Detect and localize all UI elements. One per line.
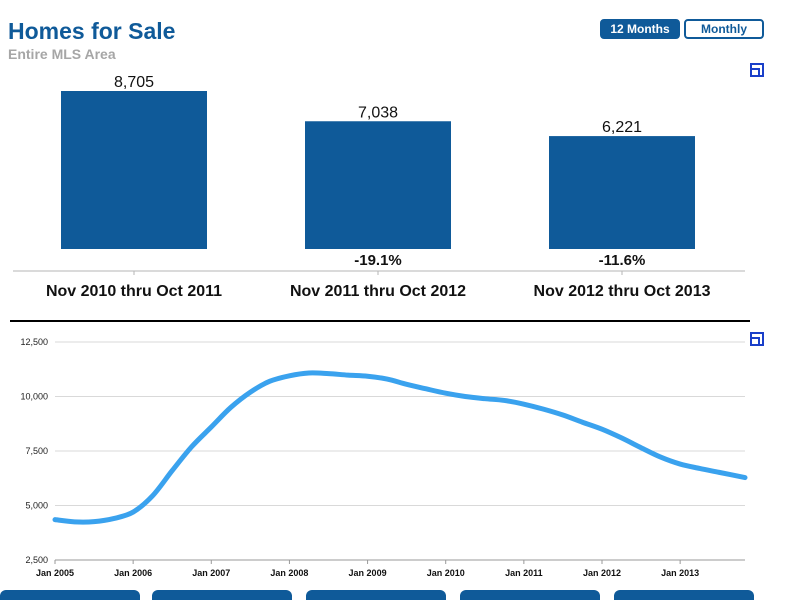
x-tick-label: Jan 2005 [36,568,74,578]
bottom-tab[interactable] [306,590,446,600]
x-tick-label: Jan 2011 [505,568,543,578]
x-tick-label: Jan 2007 [192,568,230,578]
bar-category-label: Nov 2011 thru Oct 2012 [290,283,466,300]
bar-value-label: 6,221 [602,119,642,136]
x-tick-label: Jan 2012 [583,568,621,578]
x-tick-label: Jan 2008 [270,568,308,578]
bar-category-label: Nov 2012 thru Oct 2013 [534,283,711,300]
page-subtitle: Entire MLS Area [8,46,116,62]
bottom-tab[interactable] [614,590,754,600]
bottom-tab[interactable] [0,590,140,600]
series-line [52,370,748,525]
bar-category-label: Nov 2010 thru Oct 2011 [46,283,222,300]
bar [549,136,695,249]
expand-line-chart-icon[interactable] [750,332,764,346]
toggle-monthly-button[interactable]: Monthly [684,19,764,39]
bottom-tab[interactable] [460,590,600,600]
bar-chart: 8,705 Nov 2010 thru Oct 2011 7,038 -19.1% No… [13,74,745,300]
bottom-tabs [0,590,787,600]
bar [305,121,451,249]
toggle-12-months-button[interactable]: 12 Months [600,19,680,39]
y-tick-label: 5,000 [25,501,48,511]
bottom-tab[interactable] [152,590,292,600]
chart-divider [10,320,750,322]
y-tick-label: 12,500 [20,337,48,347]
page-title: Homes for Sale [8,18,176,44]
bar-change-label: -19.1% [354,252,402,269]
bar-value-label: 8,705 [114,74,154,91]
y-tick-label: 10,000 [20,392,48,402]
x-tick-label: Jan 2013 [661,568,699,578]
x-tick-label: Jan 2009 [349,568,387,578]
bar-value-label: 7,038 [358,104,398,121]
bar-change-label: -11.6% [599,252,646,269]
bar [61,91,207,249]
y-tick-label: 2,500 [25,555,48,565]
y-tick-label: 7,500 [25,446,48,456]
x-tick-label: Jan 2010 [427,568,465,578]
x-tick-label: Jan 2006 [114,568,152,578]
line-chart: 2,500 5,000 7,500 10,000 12,500 Jan 2005 Jan 2… [20,337,748,578]
expand-bar-chart-icon[interactable] [750,63,764,77]
